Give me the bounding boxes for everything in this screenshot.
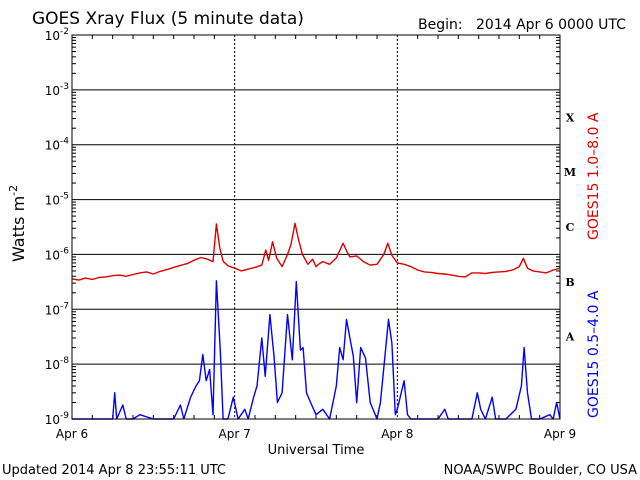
y-tick-label: 10-7: [45, 301, 69, 317]
y-tick-label-sup: -6: [60, 246, 69, 256]
y-tick-label: 10-2: [45, 27, 69, 43]
y-tick-label: 10-4: [45, 137, 70, 153]
y-tick-label-sup: -8: [60, 356, 69, 366]
x-axis-ticks: Apr 6 Apr 7 Apr 8 Apr 9: [56, 34, 576, 441]
flare-class-labels: A B C M X: [564, 111, 576, 343]
x-tick-label: Apr 9: [544, 427, 576, 441]
y-axis-label-sup: -2: [7, 185, 20, 196]
legend-short-channel: GOES15 0.5–4.0 A: [586, 290, 602, 418]
y-axis-label: Watts m-2: [7, 185, 28, 262]
y-tick-label-sup: -3: [60, 82, 69, 92]
y-axis-ticks: 10-910-810-710-610-510-410-310-2: [45, 27, 560, 427]
legend-long-channel: GOES15 1.0–8.0 A: [586, 112, 602, 240]
x-tick-label: Apr 7: [219, 427, 251, 441]
y-tick-label-base: 10: [45, 139, 60, 153]
credit-text: NOAA/SWPC Boulder, CO USA: [444, 463, 637, 478]
series-short-channel-line: [72, 280, 561, 420]
y-tick-label-base: 10: [45, 194, 60, 208]
flare-class-a: A: [565, 331, 575, 344]
y-tick-label-base: 10: [45, 29, 60, 43]
flare-class-x: X: [566, 111, 575, 124]
y-tick-label-base: 10: [45, 248, 60, 262]
flare-class-m: M: [564, 166, 576, 179]
begin-label: Begin:: [418, 17, 463, 33]
y-tick-label: 10-8: [45, 356, 70, 372]
y-tick-label-base: 10: [45, 358, 60, 372]
updated-timestamp: Updated 2014 Apr 8 23:55:11 UTC: [2, 463, 226, 478]
x-axis-label: Universal Time: [268, 443, 365, 458]
y-tick-label-sup: -4: [60, 137, 69, 147]
plot-frame: [71, 34, 561, 420]
y-tick-label-sup: -5: [60, 192, 69, 202]
y-tick-label: 10-9: [45, 411, 70, 427]
chart-title: GOES Xray Flux (5 minute data): [32, 9, 304, 29]
y-tick-label: 10-5: [45, 192, 69, 208]
y-tick-label-sup: -2: [60, 27, 69, 37]
y-tick-label-sup: -9: [60, 411, 69, 421]
y-tick-label-base: 10: [45, 303, 60, 317]
flare-class-b: B: [565, 276, 574, 289]
y-axis-label-text: Watts m: [9, 196, 28, 262]
x-tick-label: Apr 8: [381, 427, 413, 441]
y-tick-label-sup: -7: [60, 301, 69, 311]
y-tick-label-base: 10: [45, 413, 60, 427]
begin-value: 2014 Apr 6 0000 UTC: [476, 17, 626, 33]
grid-lines: [72, 35, 560, 419]
flare-class-c: C: [566, 221, 575, 234]
y-tick-label: 10-3: [45, 82, 69, 98]
series-lines: [71, 222, 561, 420]
y-tick-label-base: 10: [45, 84, 60, 98]
x-tick-label: Apr 6: [56, 427, 88, 441]
y-tick-label: 10-6: [45, 246, 70, 262]
series-long-channel-line: [71, 222, 561, 281]
